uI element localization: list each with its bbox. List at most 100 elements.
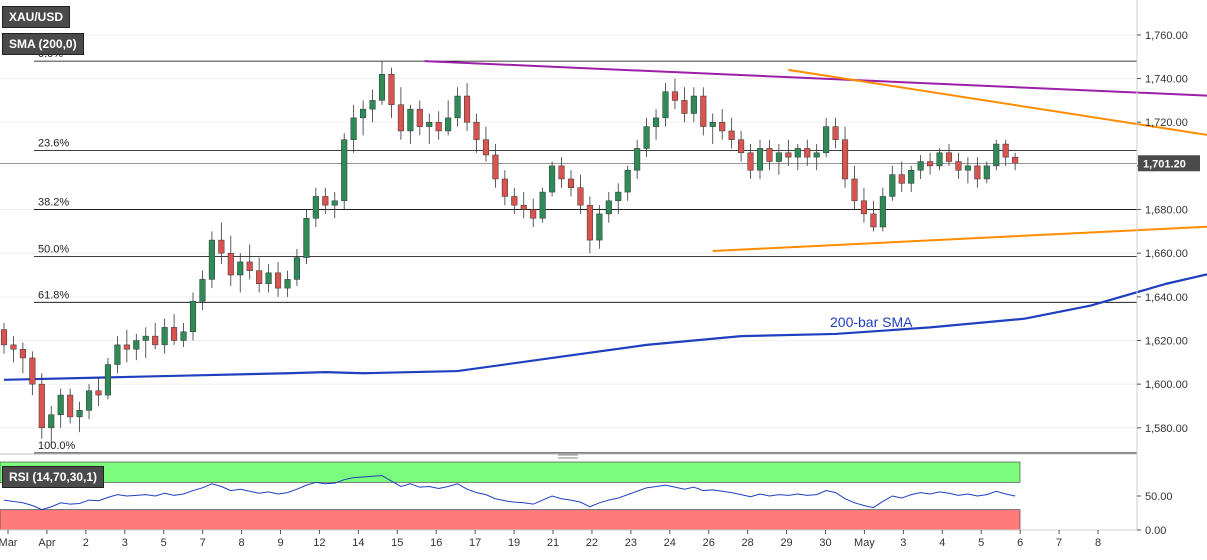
- candle-body: [671, 91, 679, 101]
- candle: [482, 126, 489, 162]
- candle: [275, 261, 282, 297]
- candle-body: [596, 213, 603, 241]
- candle-body: [67, 394, 74, 418]
- trendline-triangle-lower[interactable]: [712, 220, 1207, 253]
- candle-body: [756, 148, 764, 171]
- candle-body: [360, 108, 367, 119]
- candle: [558, 157, 565, 188]
- candle-body: [936, 152, 943, 167]
- candle-body: [945, 152, 953, 162]
- candle-body: [964, 165, 971, 171]
- candle-body: [747, 152, 754, 171]
- candle-body: [171, 327, 178, 341]
- candle: [662, 82, 669, 127]
- candle: [955, 152, 962, 179]
- candle: [152, 323, 159, 350]
- candle-body: [19, 348, 26, 359]
- candle-body: [29, 357, 36, 385]
- price-tick-label: 1,600.00: [1145, 379, 1188, 391]
- candle-body: [104, 364, 112, 396]
- symbol-label[interactable]: XAU/USD: [2, 6, 71, 28]
- candle: [775, 144, 782, 175]
- candle-body: [927, 161, 934, 167]
- rsi-overbought-zone: [0, 461, 1021, 483]
- candle-body: [766, 148, 773, 162]
- candle: [265, 264, 272, 293]
- candle: [860, 187, 868, 223]
- candle-body: [369, 100, 376, 110]
- candle-body: [530, 209, 537, 219]
- candle: [615, 183, 622, 214]
- candle: [303, 209, 310, 265]
- sma-indicator-label[interactable]: SMA (200,0): [2, 33, 84, 55]
- candle: [964, 157, 971, 184]
- candle-body: [993, 143, 1000, 167]
- candle-body: [823, 126, 830, 154]
- candle-body: [464, 95, 471, 123]
- fib-level-label: 38.2%: [38, 197, 69, 209]
- candle: [171, 314, 178, 345]
- time-tick-label: Mar: [0, 537, 18, 549]
- candle-body: [785, 152, 792, 158]
- candle-body: [832, 126, 839, 140]
- time-tick-label: 29: [780, 537, 792, 549]
- candle-body: [10, 344, 17, 350]
- candle-body: [539, 191, 546, 219]
- candle-body: [898, 174, 905, 184]
- candle-body: [303, 218, 310, 258]
- candle: [671, 78, 679, 110]
- candle: [57, 388, 64, 428]
- candle: [511, 187, 518, 214]
- candle-body: [605, 200, 612, 215]
- candle-body: [407, 108, 414, 132]
- candle-body: [879, 196, 886, 228]
- candle-body: [388, 73, 395, 106]
- candle-body: [293, 257, 300, 280]
- candle: [653, 109, 660, 140]
- candle-body: [189, 300, 197, 333]
- candle-body: [681, 100, 688, 114]
- candle: [634, 139, 641, 179]
- candle: [48, 405, 55, 446]
- candle: [95, 377, 102, 406]
- candle-body: [775, 152, 782, 162]
- candle-body: [492, 154, 499, 180]
- candle: [407, 104, 414, 145]
- candle: [104, 357, 112, 400]
- candle: [38, 373, 45, 439]
- candle: [804, 139, 811, 166]
- time-tick-label: 24: [664, 537, 676, 549]
- rsi-line: [3, 475, 1016, 511]
- rsi-indicator-label[interactable]: RSI (14,70,30,1): [2, 466, 105, 488]
- candle-body: [397, 104, 404, 132]
- candle-body: [275, 272, 282, 289]
- time-tick-label: 19: [508, 537, 520, 549]
- candle: [426, 113, 433, 145]
- candle-body: [435, 121, 442, 132]
- candle: [842, 126, 849, 188]
- time-tick-label: 26: [703, 537, 715, 549]
- candle-body: [426, 121, 433, 127]
- candle-body: [709, 121, 716, 127]
- candle: [378, 61, 386, 105]
- time-tick-label: 7: [1056, 537, 1062, 549]
- trendline-resistance[interactable]: [424, 60, 1207, 102]
- trendline-triangle-upper[interactable]: [788, 68, 1207, 155]
- time-tick-label: 14: [352, 537, 364, 549]
- candle: [322, 187, 329, 214]
- time-tick-label: 3: [900, 537, 906, 549]
- candle-body: [974, 165, 981, 180]
- candle-body: [161, 327, 168, 346]
- candle: [908, 165, 915, 193]
- grid-layer: [0, 34, 1137, 429]
- candle: [19, 342, 26, 374]
- candle: [360, 100, 367, 136]
- candle-body: [237, 261, 244, 276]
- candle-body: [48, 414, 55, 429]
- panel-resize-handle[interactable]: [558, 454, 578, 459]
- price-tick-label: 1,640.00: [1145, 292, 1188, 304]
- candle-body: [57, 394, 64, 415]
- candle: [879, 187, 886, 232]
- candle: [719, 109, 726, 140]
